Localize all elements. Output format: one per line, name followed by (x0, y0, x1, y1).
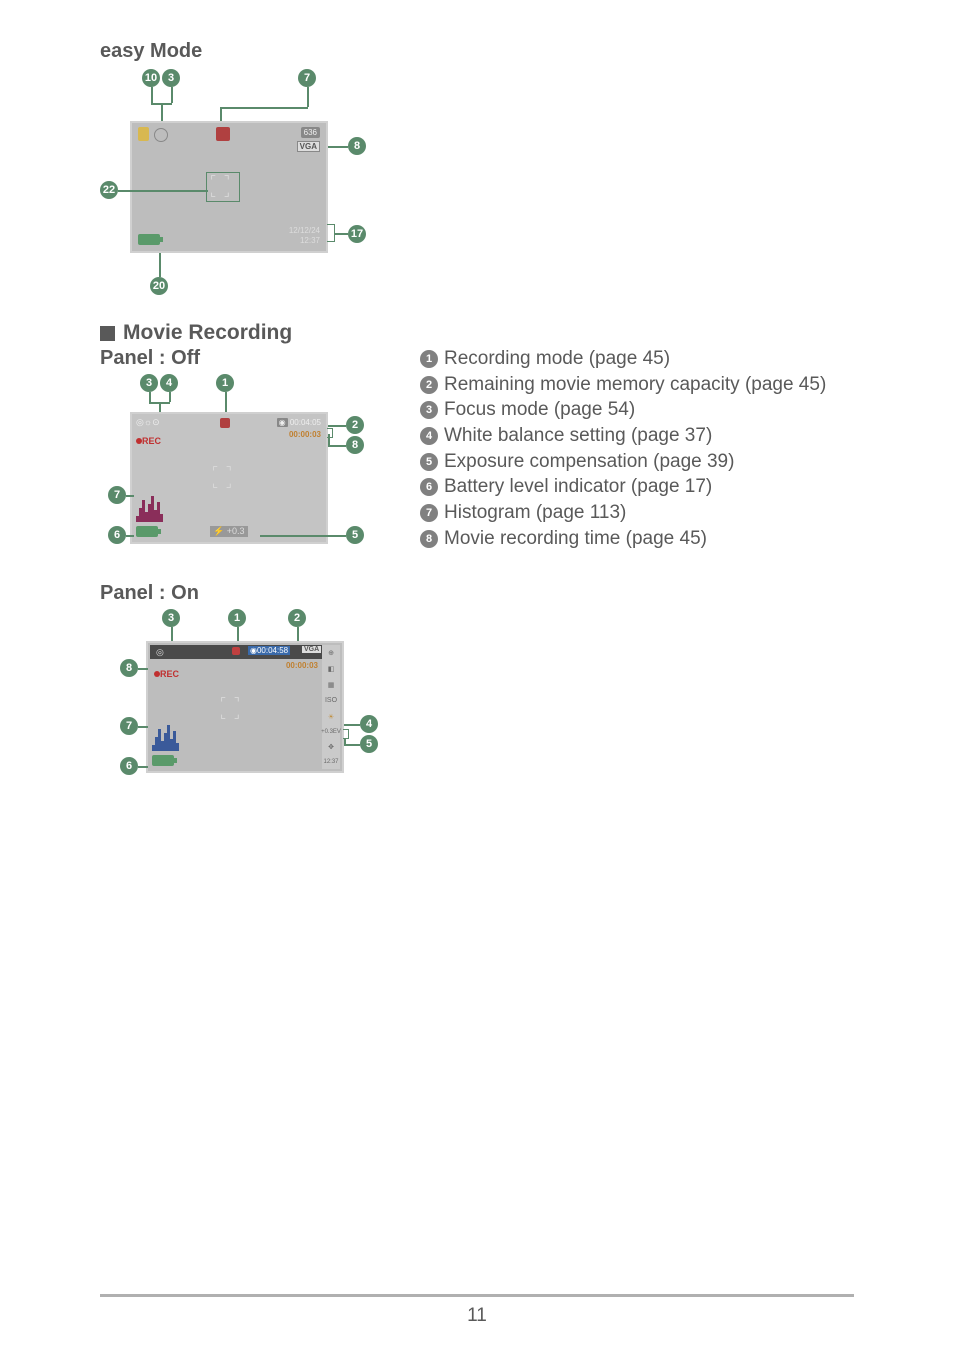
on-side-panel: ⊕◧▦ ISO ☀ +0.3EV ✥ 12:37 (322, 645, 340, 769)
panel-on-screen: ◎ ◉00:04:58 VGA 00:00:03 REC ⌜ ⌝⌞ ⌟ ⊕◧▦ … (146, 641, 344, 773)
panel-off-diagram: 3 4 1 ◎☼⊙ ◉ 00:04:05 00:00:03 REC ⌜ ⌝⌞ ⌟ (120, 374, 380, 564)
page-number: 11 (100, 1305, 854, 1327)
legend-num-icon: 6 (420, 478, 438, 496)
callout-on-8: 8 (120, 659, 138, 677)
callout-20: 20 (150, 277, 168, 295)
callout-off-2: 2 (346, 416, 364, 434)
square-bullet-icon (100, 326, 115, 341)
callout-on-7: 7 (120, 717, 138, 735)
callout-on-1: 1 (228, 609, 246, 627)
legend-num-icon: 5 (420, 453, 438, 471)
callout-22: 22 (100, 181, 118, 199)
legend-item: 5Exposure compensation (page 39) (420, 450, 854, 475)
page-footer: 11 (100, 1294, 854, 1327)
callout-on-4: 4 (360, 715, 378, 733)
legend-item: 8Movie recording time (page 45) (420, 527, 854, 552)
legend-num-icon: 1 (420, 350, 438, 368)
callout-on-3: 3 (162, 609, 180, 627)
callout-on-5: 5 (360, 735, 378, 753)
legend-list: 1Recording mode (page 45) 2Remaining mov… (420, 321, 854, 809)
callout-on-2: 2 (288, 609, 306, 627)
callout-3: 3 (162, 69, 180, 87)
legend-item: 4White balance setting (page 37) (420, 424, 854, 449)
legend-item: 2Remaining movie memory capacity (page 4… (420, 373, 854, 398)
callout-10: 10 (142, 69, 160, 87)
legend-item: 7Histogram (page 113) (420, 501, 854, 526)
heading-movie-recording: Movie Recording (100, 321, 420, 345)
callout-off-6: 6 (108, 526, 126, 544)
heading-panel-off: Panel : Off (100, 347, 420, 370)
legend-num-icon: 8 (420, 530, 438, 548)
callout-on-6: 6 (120, 757, 138, 775)
legend-num-icon: 3 (420, 401, 438, 419)
legend-num-icon: 4 (420, 427, 438, 445)
callout-off-1: 1 (216, 374, 234, 392)
callout-17: 17 (348, 225, 366, 243)
panel-on-diagram: 3 1 2 ◎ ◉00:04:58 VGA 00:00:03 REC ⌜ ⌝⌞ … (120, 609, 420, 809)
callout-off-8: 8 (346, 436, 364, 454)
legend-num-icon: 2 (420, 376, 438, 394)
easy-mode-diagram: 10 3 7 636 VGA ⌜ ⌝⌞ ⌟ 12/12/24 12:37 8 2… (120, 69, 380, 299)
panel-off-screen: ◎☼⊙ ◉ 00:04:05 00:00:03 REC ⌜ ⌝⌞ ⌟ ⚡ +0.… (130, 412, 328, 544)
callout-7: 7 (298, 69, 316, 87)
callout-8: 8 (348, 137, 366, 155)
callout-off-7: 7 (108, 486, 126, 504)
heading-easy-mode: easy Mode (100, 40, 854, 63)
legend-num-icon: 7 (420, 504, 438, 522)
callout-off-4: 4 (160, 374, 178, 392)
heading-panel-on: Panel : On (100, 582, 420, 605)
legend-item: 3Focus mode (page 54) (420, 398, 854, 423)
callout-off-3: 3 (140, 374, 158, 392)
legend-item: 1Recording mode (page 45) (420, 347, 854, 372)
callout-off-5: 5 (346, 526, 364, 544)
legend-item: 6Battery level indicator (page 17) (420, 475, 854, 500)
